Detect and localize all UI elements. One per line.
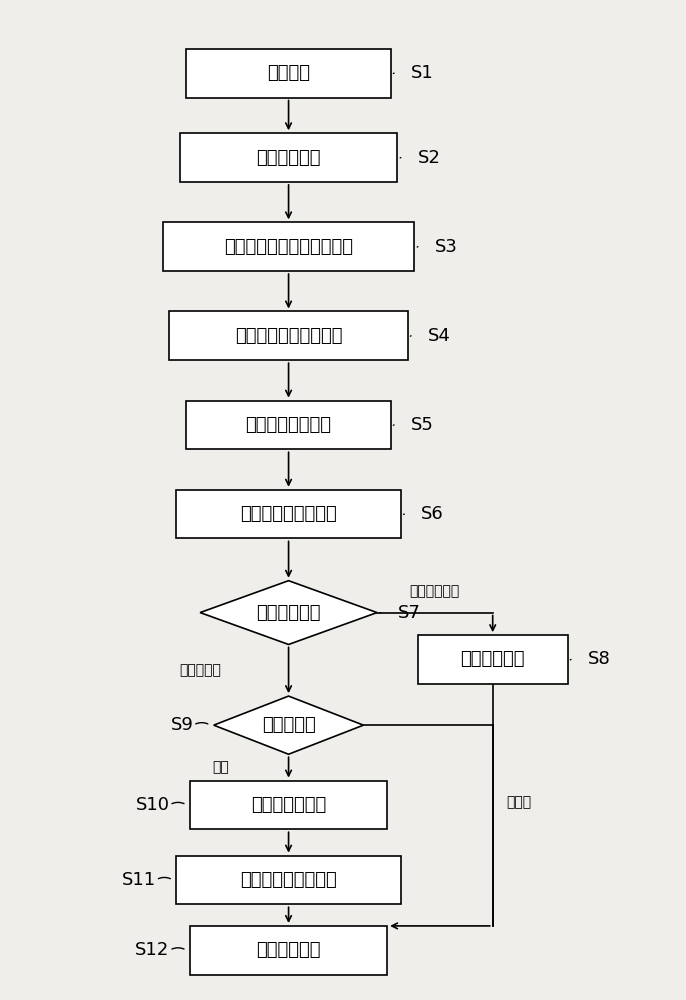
Text: S10: S10 <box>136 796 169 814</box>
Text: S7: S7 <box>397 604 421 622</box>
FancyBboxPatch shape <box>163 222 414 271</box>
Text: 无冗余数据: 无冗余数据 <box>179 663 221 677</box>
Polygon shape <box>200 581 377 644</box>
Text: S4: S4 <box>428 327 451 345</box>
FancyBboxPatch shape <box>169 311 407 360</box>
Text: S12: S12 <box>135 941 169 959</box>
Text: 判断纠错能力: 判断纠错能力 <box>257 604 321 622</box>
Text: 数据恢复处理: 数据恢复处理 <box>460 650 525 668</box>
FancyBboxPatch shape <box>176 490 401 538</box>
Text: 异常触发: 异常触发 <box>267 64 310 82</box>
Text: 故障所在板卡签名: 故障所在板卡签名 <box>246 416 331 434</box>
Text: S2: S2 <box>418 149 440 167</box>
Text: S11: S11 <box>121 871 156 889</box>
Polygon shape <box>214 696 364 754</box>
Text: S1: S1 <box>411 64 434 82</box>
Text: S5: S5 <box>411 416 434 434</box>
FancyBboxPatch shape <box>187 49 390 98</box>
FancyBboxPatch shape <box>187 401 390 449</box>
Text: 故障所在软件模块签名: 故障所在软件模块签名 <box>235 327 342 345</box>
Text: S3: S3 <box>435 238 458 256</box>
Text: 异常消息解析: 异常消息解析 <box>257 149 321 167</box>
Text: 判断备份件: 判断备份件 <box>261 716 316 734</box>
Text: 故障所在设备驱动程序签名: 故障所在设备驱动程序签名 <box>224 238 353 256</box>
Text: S9: S9 <box>170 716 193 734</box>
Text: 故障所在计算机签名: 故障所在计算机签名 <box>240 505 337 523</box>
Text: 不存在: 不存在 <box>506 796 532 810</box>
Text: 切换选用备份件: 切换选用备份件 <box>251 796 326 814</box>
Text: S6: S6 <box>421 505 444 523</box>
FancyBboxPatch shape <box>190 781 387 829</box>
FancyBboxPatch shape <box>418 635 567 684</box>
FancyBboxPatch shape <box>190 926 387 975</box>
Text: 记录故障信息: 记录故障信息 <box>257 941 321 959</box>
Text: 隔离故障设备或模块: 隔离故障设备或模块 <box>240 871 337 889</box>
Text: S8: S8 <box>588 650 611 668</box>
FancyBboxPatch shape <box>176 856 401 904</box>
Text: 存在冗余数据: 存在冗余数据 <box>410 585 460 599</box>
Text: 存在: 存在 <box>212 760 229 774</box>
FancyBboxPatch shape <box>180 133 397 182</box>
